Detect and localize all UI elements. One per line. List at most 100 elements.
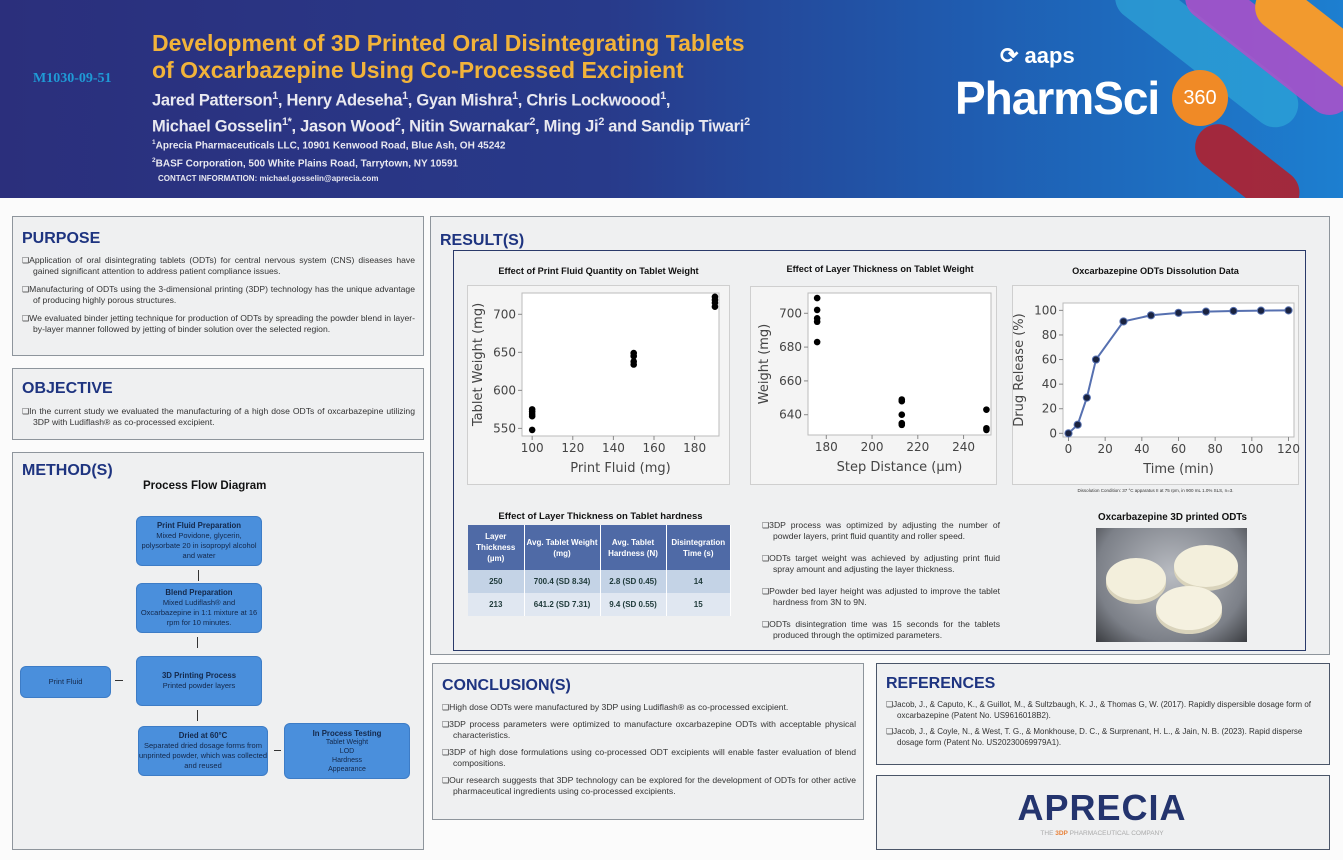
author-affiliation-mark: 1 (272, 90, 278, 102)
x-tick-label: 20 (1098, 442, 1113, 456)
x-tick-label: 120 (1277, 442, 1300, 456)
flow-step-3d-printing: 3D Printing Process Printed powder layers (136, 656, 262, 706)
affiliation: 1Aprecia Pharmaceuticals LLC, 10901 Kenw… (152, 139, 506, 152)
data-point (1082, 393, 1091, 402)
table-cell: 213 (468, 593, 525, 616)
data-point (983, 406, 990, 413)
chart-frame: 100 120 140 160 180 550 600 650 700 Print Fluid (… (467, 285, 730, 485)
author: , (665, 91, 671, 110)
data-point (1174, 308, 1183, 317)
photo-title: Oxcarbazepine 3D printed ODTs (1098, 512, 1247, 523)
data-point (813, 338, 821, 346)
data-point (630, 358, 638, 365)
affiliation: 2BASF Corporation, 500 White Plains Road… (152, 157, 459, 170)
bullet: Manufacturing of ODTs using the 3-dimens… (22, 284, 415, 306)
author-affiliation-mark: 1 (512, 90, 518, 102)
connector (197, 710, 198, 721)
y-tick-label: 660 (779, 374, 802, 388)
diagram-title: Process Flow Diagram (143, 480, 267, 492)
results-frame (453, 250, 1306, 651)
company-logo-panel: APRECIA THE 3DP PHARMACEUTICAL COMPANY (876, 775, 1330, 850)
line-chart-dissolution: 0 20 40 60 80 100 120 0 20 40 60 80 100 Time (min) Dru… (1012, 302, 1300, 477)
data-point (813, 294, 821, 302)
table-row: 250 700.4 (SD 8.34) 2.8 (SD 0.45) 14 (468, 570, 731, 593)
author: , Gyan Mishra (407, 91, 513, 110)
table-cell: 15 (666, 593, 731, 616)
references-panel: REFERENCES Jacob, J., & Caputo, K., & Gu… (876, 663, 1330, 765)
bullet: High dose ODTs were manufactured by 3DP … (442, 702, 856, 713)
connector (115, 680, 123, 681)
author-affiliation-mark: 2 (394, 116, 401, 128)
section-heading: METHOD(S) (22, 462, 113, 479)
author-affiliation-mark: 1* (282, 116, 292, 128)
x-tick-label: 160 (643, 441, 666, 455)
bullet: ODTs disintegration time was 15 seconds … (762, 619, 1000, 641)
y-tick-label: 100 (1034, 303, 1057, 317)
hardness-table: Layer Thickness (µm) Avg. Tablet Weight … (468, 525, 731, 616)
poster-header: M1030-09-51 Development of 3D Printed Or… (0, 0, 1343, 198)
data-point (528, 406, 536, 413)
pharmsci-360-badge: 360 (1172, 70, 1228, 126)
bullet: In the current study we evaluated the ma… (22, 406, 415, 428)
y-tick-label: 600 (493, 383, 516, 397)
chart-title: Effect of Print Fluid Quantity on Tablet… (498, 266, 699, 276)
data-point (898, 421, 906, 429)
table-header-row: Layer Thickness (µm) Avg. Tablet Weight … (468, 525, 731, 570)
purpose-panel: PURPOSE Application of oral disintegrati… (12, 216, 424, 356)
plot-area (1062, 302, 1295, 438)
chart-frame: 180 200 220 240 640 660 680 700 Step Distance (µ… (750, 286, 997, 485)
author-affiliation-mark: 2 (598, 116, 605, 128)
author: , Jason Wood (291, 117, 396, 136)
author: , Chris Lockwoood (517, 91, 661, 110)
aaps-swirl-icon: ⟳ (1000, 43, 1025, 68)
author: and Sandip Tiwari (604, 117, 745, 136)
data-point (983, 426, 990, 434)
table-cell: 641.2 (SD 7.31) (524, 593, 601, 616)
x-tick-label: 120 (561, 441, 584, 455)
aprecia-logo: APRECIA (1017, 787, 1187, 828)
chart-title: Oxcarbazepine ODTs Dissolution Data (1072, 266, 1239, 276)
data-point (813, 318, 821, 326)
bullet-list: Application of oral disintegrating table… (22, 255, 415, 335)
author-affiliation-mark: 2 (744, 116, 750, 128)
title-line: Development of 3D Printed Oral Disintegr… (152, 30, 745, 56)
x-tick-label: 0 (1065, 442, 1073, 456)
section-heading: RESULT(S) (440, 232, 525, 249)
x-tick-label: 100 (1240, 442, 1263, 456)
tablet-image (1156, 586, 1222, 630)
methods-panel: METHOD(S) Process Flow Diagram Print Flu… (12, 452, 424, 850)
connector (197, 637, 198, 648)
author-affiliation-mark: 1 (660, 90, 666, 102)
data-point (813, 306, 821, 314)
objective-panel: OBJECTIVE In the current study we evalua… (12, 368, 424, 440)
connector (198, 570, 199, 581)
y-tick-label: 650 (493, 345, 516, 359)
data-point (630, 349, 638, 357)
tablets-photo (1096, 528, 1247, 642)
x-tick-label: 100 (521, 441, 544, 455)
data-point (1064, 429, 1073, 438)
conclusion-panel: CONCLUSION(S) High dose ODTs were manufa… (432, 663, 864, 820)
y-tick-label: 640 (779, 408, 802, 422)
x-tick-label: 40 (1134, 442, 1149, 456)
data-point (1091, 355, 1101, 364)
x-tick-label: 180 (683, 441, 706, 455)
contact-info: CONTACT INFORMATION: michael.gosselin@ap… (158, 174, 379, 183)
y-tick-label: 20 (1042, 402, 1057, 416)
x-axis-label: Print Fluid (mg) (570, 461, 670, 476)
column-header: Disintegration Time (s) (666, 525, 731, 570)
data-point (898, 411, 906, 419)
table-cell: 250 (468, 570, 525, 593)
x-tick-label: 140 (602, 441, 625, 455)
y-tick-label: 700 (779, 306, 802, 320)
bullet: Application of oral disintegrating table… (22, 255, 415, 277)
x-tick-label: 60 (1171, 442, 1186, 456)
data-point (1284, 306, 1293, 315)
y-tick-label: 80 (1042, 328, 1057, 342)
column-header: Layer Thickness (µm) (468, 525, 525, 570)
poster-title: Development of 3D Printed Oral Disintegr… (152, 30, 745, 84)
y-tick-label: 550 (493, 421, 516, 435)
data-point (1146, 311, 1156, 320)
data-point (1073, 420, 1082, 429)
authors-line: Michael Gosselin1*, Jason Wood2, Nitin S… (152, 116, 750, 137)
